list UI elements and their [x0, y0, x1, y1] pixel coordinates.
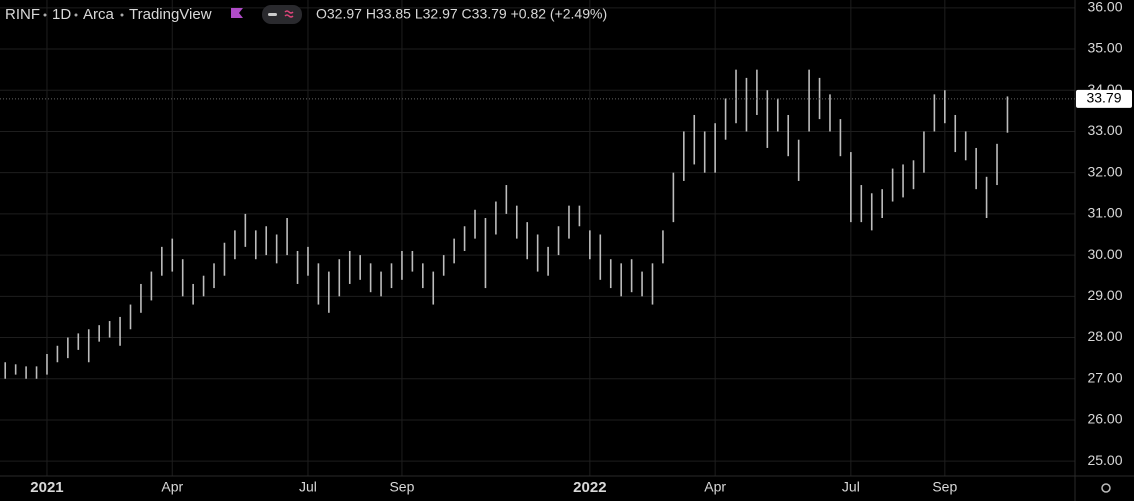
separator — [43, 13, 47, 17]
y-tick-label: 32.00 — [1087, 163, 1122, 179]
x-tick-label: 2022 — [573, 479, 606, 496]
x-tick-label: Jul — [299, 479, 317, 495]
y-tick-label: 27.00 — [1087, 369, 1122, 385]
exchange: Arca — [83, 6, 115, 23]
source: TradingView — [129, 6, 212, 23]
y-tick-label: 25.00 — [1087, 452, 1122, 468]
flag-icon[interactable] — [231, 8, 243, 18]
bars — [4, 69, 1009, 379]
y-tick-label: 36.00 — [1087, 0, 1122, 15]
ohlc-legend: O32.97 H33.85 L32.97 C33.79 +0.82 (+2.49… — [316, 6, 607, 22]
x-tick-label: Apr — [161, 479, 183, 495]
settings-icon[interactable] — [1101, 483, 1111, 493]
y-tick-label: 26.00 — [1087, 411, 1122, 427]
x-tick-label: Sep — [389, 479, 414, 495]
indicator-pill[interactable] — [262, 5, 302, 24]
x-tick-label: Sep — [932, 479, 957, 495]
interval: 1D — [52, 6, 71, 23]
y-tick-label: 28.00 — [1087, 328, 1122, 344]
last-price-label: 33.79 — [1086, 90, 1121, 106]
y-tick-label: 31.00 — [1087, 205, 1122, 221]
separator — [120, 13, 124, 17]
pill-icon — [268, 13, 277, 16]
separator — [74, 13, 78, 17]
pill-icon — [284, 10, 294, 18]
symbol: RINF — [5, 6, 40, 23]
x-tick-label: Apr — [704, 479, 726, 495]
y-tick-label: 29.00 — [1087, 287, 1122, 303]
x-tick-label: 2021 — [30, 479, 63, 496]
last-price-box — [1076, 89, 1132, 108]
x-tick-label: Jul — [842, 479, 860, 495]
y-tick-label: 30.00 — [1087, 246, 1122, 262]
y-tick-label: 35.00 — [1087, 40, 1122, 56]
y-tick-label: 33.00 — [1087, 122, 1122, 138]
